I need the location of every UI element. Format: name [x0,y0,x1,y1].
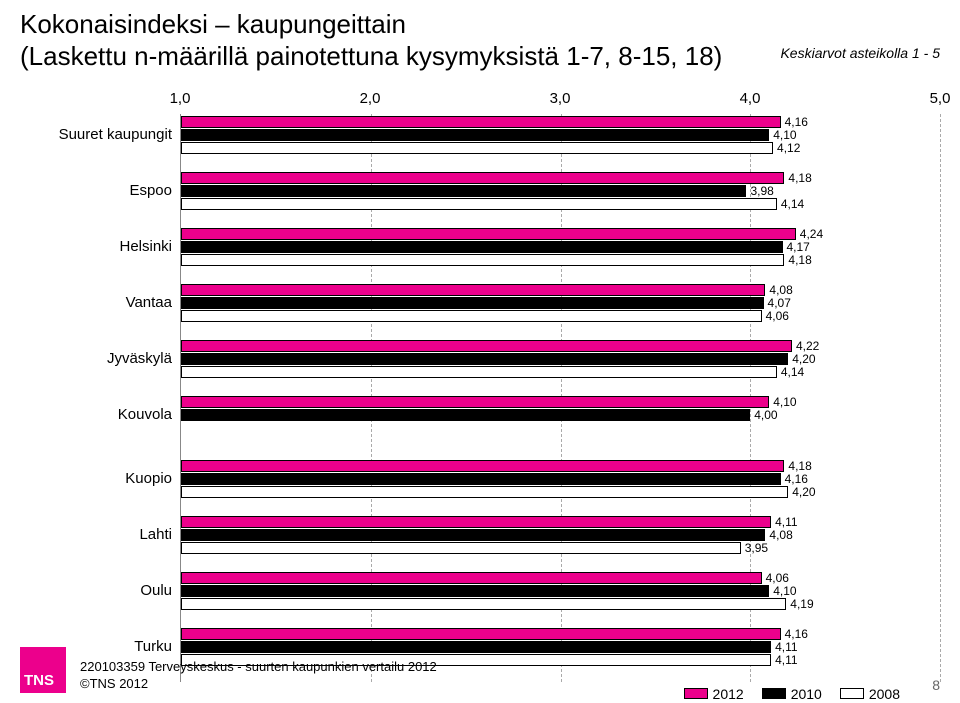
category-label: Jyväskylä [20,338,180,380]
bar [181,628,781,640]
category-label: Kuopio [20,458,180,500]
bar-value: 4,18 [788,172,811,184]
bar-value: 4,22 [796,340,819,352]
bar [181,254,784,266]
footer-text: 220103359 Terveyskeskus - suurten kaupun… [80,658,437,693]
bar [181,241,783,253]
bar [181,310,762,322]
bar [181,297,764,309]
bar-value: 4,20 [792,353,815,365]
footer-line1: 220103359 Terveyskeskus - suurten kaupun… [80,658,437,676]
bar-value: 4,12 [777,142,800,154]
x-axis-tick: 5,0 [930,90,951,107]
footer-line2: ©TNS 2012 [80,675,437,693]
bar [181,142,773,154]
category-label: Vantaa [20,282,180,324]
bar [181,284,765,296]
bar [181,366,777,378]
bar [181,353,788,365]
bar [181,198,777,210]
bar-value: 4,08 [769,284,792,296]
bar [181,172,784,184]
page-number: 8 [932,677,940,693]
bar-value: 4,16 [785,473,808,485]
bar-group: 4,114,083,95 [181,514,940,556]
bar [181,473,781,485]
bar-value: 4,08 [769,529,792,541]
bar-value: 4,14 [781,198,804,210]
bar [181,486,788,498]
bar-value: 3,98 [750,185,773,197]
bar-group: 4,18 3,98 4,14 [181,170,940,212]
bar [181,598,786,610]
bar-value: 4,16 [785,628,808,640]
bar-value: 4,10 [773,129,796,141]
bar-group: 4,084,074,06 [181,282,940,324]
chart-title-line2: (Laskettu n-määrillä painotettuna kysymy… [20,41,722,72]
bar-value: 4,06 [766,572,789,584]
category-label: Suuret kaupungit [20,114,180,156]
chart: Suuret kaupungit Espoo Helsinki Vantaa Jyväs… [20,90,940,682]
bar-value: 4,11 [775,516,797,528]
bar [181,542,741,554]
bar [181,228,796,240]
scale-note: Keskiarvot asteikolla 1 - 5 [780,45,940,61]
bar-group: 4,164,104,12 [181,114,940,156]
category-label: Lahti [20,514,180,556]
bar [181,396,769,408]
x-axis-tick: 1,0 [170,90,191,107]
chart-title-line1: Kokonaisindeksi – kaupungeittain [20,8,940,41]
bar-value: 4,17 [787,241,810,253]
bar [181,340,792,352]
tns-logo: TNS [20,647,66,693]
x-axis-tick: 4,0 [740,90,761,107]
bar-value: 4,18 [788,254,811,266]
bar-group: 4,104,00 [181,394,940,436]
bar-group: 4,184,164,20 [181,458,940,500]
bar-value: 4,14 [781,366,804,378]
bar-value: 4,19 [790,598,813,610]
bar-value: 4,20 [792,486,815,498]
x-axis-tick: 3,0 [550,90,571,107]
bar-value: 4,18 [788,460,811,472]
bar [181,529,765,541]
bar-group: 4,064,104,19 [181,570,940,612]
bar-value: 4,00 [754,409,777,421]
category-label: Helsinki [20,226,180,268]
bar [181,572,762,584]
bar [181,185,746,197]
bar-value: 4,10 [773,585,796,597]
bar [181,585,769,597]
bar [181,116,781,128]
bar-value: 4,06 [766,310,789,322]
bar [181,409,750,421]
x-axis-tick: 2,0 [360,90,381,107]
bar-value: 4,07 [768,297,791,309]
bar [181,516,771,528]
bar-group: 4,244,174,18 [181,226,940,268]
category-label: Oulu [20,570,180,612]
category-label: Kouvola [20,394,180,436]
bar-group: 4,224,204,14 [181,338,940,380]
bar [181,460,784,472]
bar [181,129,769,141]
bar-value: 4,16 [785,116,808,128]
bar-value: 3,95 [745,542,768,554]
bar-value: 4,10 [773,396,796,408]
bar-value: 4,24 [800,228,823,240]
category-label: Espoo [20,170,180,212]
